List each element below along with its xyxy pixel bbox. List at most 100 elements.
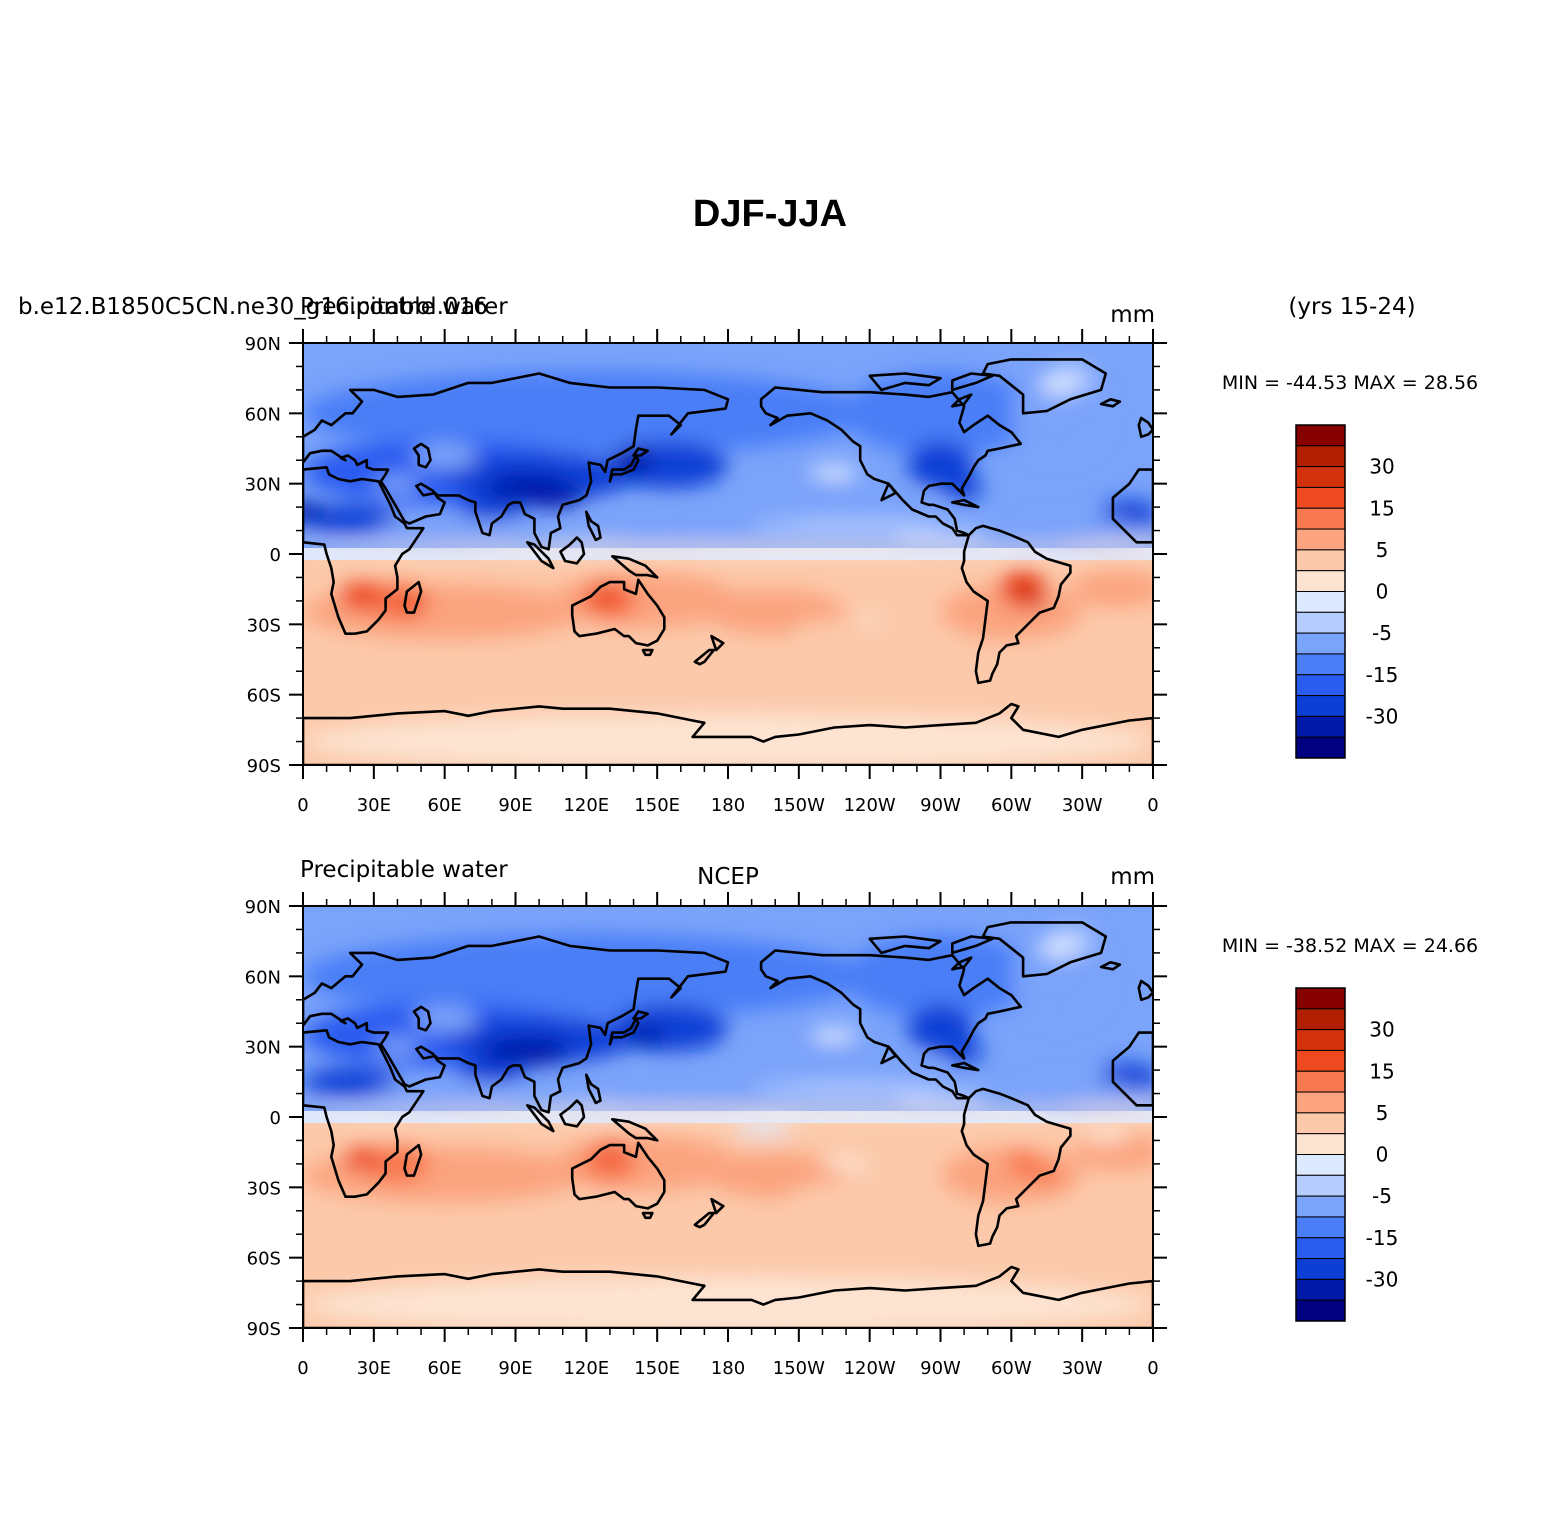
lat-tick-label: 90N — [245, 334, 281, 355]
lon-tick-label: 0 — [297, 1358, 308, 1379]
colorbar-swatch — [1295, 424, 1346, 447]
contour-region — [798, 493, 941, 522]
coastline — [412, 442, 432, 469]
contour-region — [1023, 518, 1142, 543]
lon-tick-label: 90W — [920, 795, 961, 816]
coastline — [526, 541, 555, 570]
colorbar: 30 15 5 0 -5 -15 -30 — [1295, 987, 1399, 1322]
colorbar-swatch — [1295, 466, 1346, 488]
colorbar-swatch — [1295, 1258, 1346, 1280]
coastline — [611, 1118, 659, 1142]
contour-region — [303, 934, 870, 1019]
colorbar-swatch — [1295, 1133, 1346, 1155]
colorbar-label: 5 — [1376, 538, 1389, 562]
coastline — [710, 1197, 725, 1215]
colorbar-swatch — [1295, 570, 1346, 592]
lat-tick-label: 30S — [247, 1178, 281, 1199]
contour-region — [945, 1039, 983, 1064]
colorbar-label: 0 — [1376, 580, 1389, 604]
contour-region — [1025, 593, 1045, 608]
contour-region — [857, 614, 882, 625]
coastline — [951, 956, 973, 971]
lon-tick-label: 60E — [428, 1358, 462, 1379]
coastline — [570, 578, 666, 647]
coastline — [759, 949, 1023, 1100]
lon-tick-label: 180 — [711, 1358, 745, 1379]
contour-region — [735, 1121, 792, 1136]
contour-region — [907, 1004, 974, 1052]
lon-tick-label: 90W — [920, 1358, 961, 1379]
colorbar-swatch — [1295, 486, 1346, 509]
lon-tick-label: 150W — [773, 1358, 825, 1379]
contour-region — [1011, 371, 1106, 456]
coastline — [412, 1005, 432, 1032]
colorbar-swatch — [1295, 1299, 1346, 1322]
contour-field — [303, 906, 1153, 1328]
contour-region — [303, 1276, 1153, 1328]
contour-region — [586, 1077, 776, 1101]
colorbar-swatch — [1295, 632, 1346, 655]
lat-tick-label: 30N — [245, 475, 281, 496]
contour-region — [373, 1084, 516, 1103]
coastline — [403, 580, 423, 614]
coastline — [559, 1099, 586, 1128]
contour-region — [1070, 1133, 1153, 1171]
coastline — [951, 498, 980, 509]
panel-left-label: Precipitable water — [300, 857, 508, 883]
colorbar-swatch — [1295, 1278, 1346, 1301]
colorbar-label: -15 — [1366, 1226, 1399, 1250]
colorbar-swatch — [1295, 445, 1346, 468]
coastline — [868, 372, 942, 392]
contour-region — [1039, 938, 1078, 958]
lon-tick-label: 120W — [844, 1358, 896, 1379]
coastline — [303, 702, 1153, 765]
lon-tick-label: 0 — [1147, 1358, 1158, 1379]
colorbar-swatch — [1295, 1008, 1346, 1031]
coastline — [303, 935, 730, 1114]
lon-tick-label: 30W — [1062, 1358, 1103, 1379]
coastline — [693, 648, 716, 666]
contour-region — [1032, 1166, 1061, 1185]
lon-tick-label: 90E — [498, 795, 532, 816]
coastline — [585, 1073, 602, 1105]
axis-ticks: 90N 60N 30N 0 30S 60S 90S 0 30E 60E 90E 120E 150E 180… — [245, 892, 1167, 1379]
lon-tick-label: 180 — [711, 795, 745, 816]
colorbar-swatch — [1295, 528, 1346, 551]
colorbar-swatch — [1295, 674, 1346, 697]
coastline — [1099, 961, 1122, 971]
coastline — [759, 386, 1023, 537]
lat-tick-label: 60N — [245, 967, 281, 988]
coastline — [981, 358, 1108, 415]
colorbar-swatch — [1295, 611, 1346, 634]
coastline — [303, 372, 730, 551]
colorbar-swatch — [1295, 695, 1346, 717]
coastline — [951, 935, 994, 955]
panel-years-label: (yrs 15-24) — [1288, 294, 1415, 320]
coastline — [526, 1104, 555, 1133]
lat-tick-label: 60S — [247, 686, 281, 707]
contour-region — [822, 1156, 870, 1171]
colorbar-label: -5 — [1372, 1184, 1392, 1208]
coastline — [1137, 979, 1153, 1002]
contour-region — [303, 371, 870, 456]
contour-region — [303, 1067, 398, 1096]
colorbar-label: 15 — [1369, 496, 1394, 520]
colorbar-label: 0 — [1376, 1143, 1389, 1167]
colorbar-swatch — [1295, 736, 1346, 759]
lon-tick-label: 120E — [563, 1358, 609, 1379]
colorbar-label: -30 — [1366, 1267, 1399, 1291]
lon-tick-label: 0 — [1147, 795, 1158, 816]
lon-tick-label: 30E — [357, 795, 391, 816]
lon-tick-label: 30E — [357, 1358, 391, 1379]
panel-left-label-overlay: Precipitable water — [300, 294, 508, 320]
colorbar-swatch — [1295, 715, 1346, 738]
contour-region — [1023, 1081, 1142, 1106]
coastline — [570, 1141, 666, 1210]
contour-region — [303, 504, 398, 533]
lon-tick-label: 150E — [634, 1358, 680, 1379]
contour-region — [1011, 579, 1035, 599]
contour-region — [787, 1180, 953, 1218]
coastlines — [303, 358, 1153, 765]
contour-region — [907, 441, 974, 489]
